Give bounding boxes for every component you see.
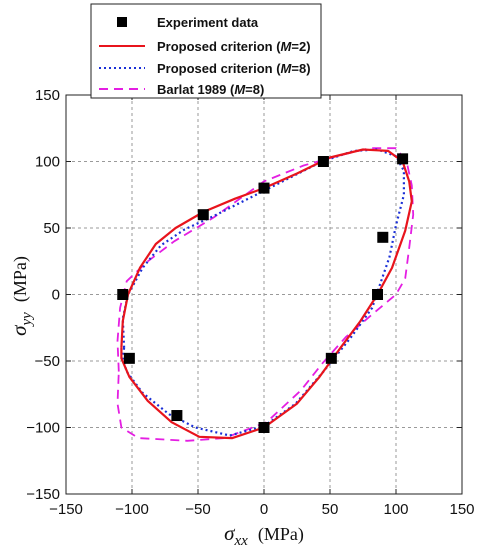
legend-label-barlat: Barlat 1989 (M=8): [157, 82, 264, 97]
experiment-point: [372, 289, 383, 300]
y-tick-label: −150: [26, 486, 60, 503]
legend-label-experiment: Experiment data: [157, 15, 259, 30]
legend-label-m2-prefix: Proposed criterion (: [157, 39, 281, 54]
legend-label-m2-suffix: =2): [291, 39, 310, 54]
x-tick-label: 150: [449, 501, 474, 518]
legend-label-m2: Proposed criterion (M=2): [157, 39, 311, 54]
experiment-point: [326, 353, 337, 364]
y-tick-label: 150: [35, 87, 60, 104]
y-tick-label: 0: [52, 287, 60, 304]
legend: Experiment data Proposed criterion (M=2)…: [91, 4, 321, 98]
legend-label-m8-prefix: Proposed criterion (: [157, 61, 281, 76]
experiment-point: [171, 410, 182, 421]
experiment-point: [377, 232, 388, 243]
y-axis-subscript: yy: [19, 312, 35, 328]
legend-label-barlat-suffix: =8): [245, 82, 264, 97]
x-tick-label: 50: [322, 501, 339, 518]
experiment-point: [397, 153, 408, 164]
experiment-point: [198, 209, 209, 220]
x-tick-label: −50: [185, 501, 210, 518]
experiment-point: [259, 422, 270, 433]
legend-label-m8: Proposed criterion (M=8): [157, 61, 311, 76]
y-tick-label: −100: [26, 420, 60, 437]
experiment-point: [318, 156, 329, 167]
y-tick-label: 50: [43, 220, 60, 237]
x-tick-label: −150: [49, 501, 83, 518]
legend-label-barlat-prefix: Barlat 1989 (: [157, 82, 235, 97]
y-tick-label: −50: [35, 353, 60, 370]
legend-label-m8-suffix: =8): [291, 61, 310, 76]
x-tick-label: −100: [115, 501, 149, 518]
y-tick-label: 100: [35, 154, 60, 171]
x-tick-label: 0: [260, 501, 268, 518]
x-tick-label: 100: [383, 501, 408, 518]
x-axis-unit: (MPa): [258, 524, 304, 545]
legend-marker-experiment: [117, 17, 127, 27]
x-axis-subscript: xx: [234, 533, 249, 549]
experiment-point: [259, 183, 270, 194]
experiment-point: [124, 353, 135, 364]
y-axis-unit: (MPa): [10, 256, 31, 302]
experiment-point: [117, 289, 128, 300]
